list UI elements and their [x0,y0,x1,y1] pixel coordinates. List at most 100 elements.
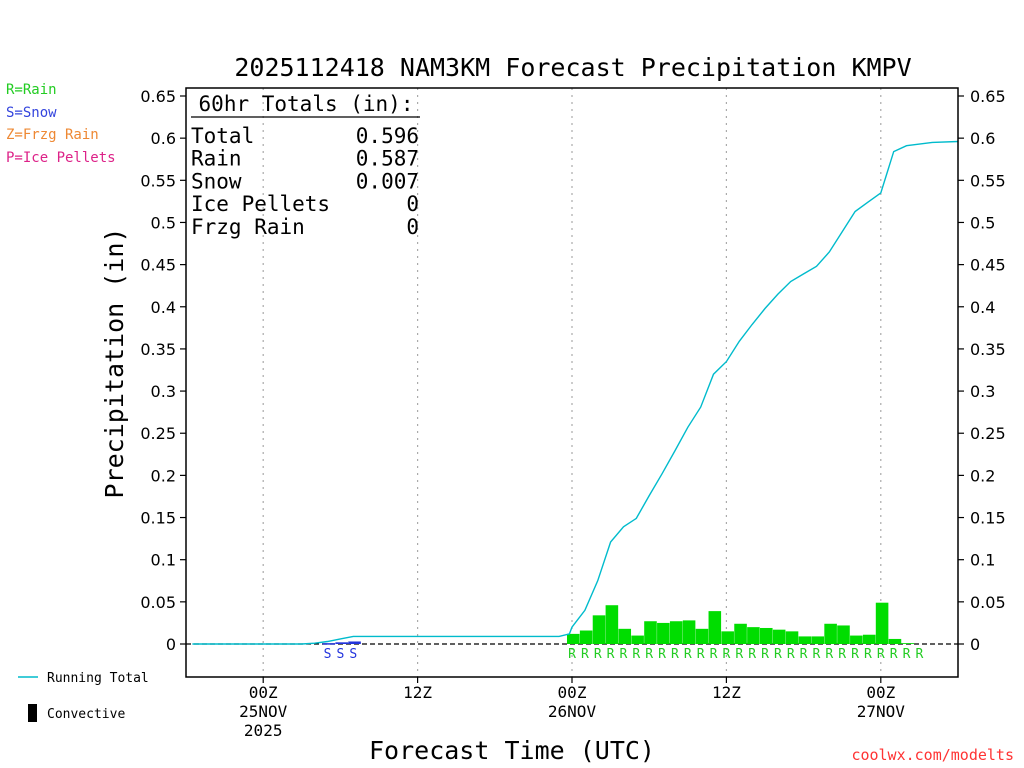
rain-marker: R [620,647,628,662]
rain-bar [772,629,786,644]
totals-label: Total [191,124,254,148]
snow-bar [322,643,336,645]
y-tick-label-right: 0.3 [970,382,995,401]
rain-marker: R [903,647,911,662]
rain-marker: R [838,647,846,662]
rain-bar [785,631,799,644]
rain-bar [669,621,683,644]
y-tick-label-right: 0.05 [970,593,1006,612]
y-tick-label-left: 0.05 [140,593,176,612]
rain-bar [721,631,734,644]
totals-value: 0.596 [356,124,419,148]
y-tick-label-right: 0.6 [970,129,995,148]
rain-marker: R [594,647,602,662]
rain-bar [631,635,644,644]
totals-value: 0 [406,215,419,239]
rain-marker: R [710,647,718,662]
rain-marker: R [632,647,640,662]
rain-bar [850,635,863,644]
y-tick-label-right: 0.4 [970,298,995,317]
series-legend: Running Total Convective [18,671,149,722]
totals-label: Snow [191,169,242,193]
rain-marker: R [645,647,653,662]
rain-bar [657,622,670,644]
y-tick-label-right: 0.5 [970,213,995,232]
rain-bar [592,615,606,644]
rain-bar [798,636,812,644]
x-tick-label: 25NOV [239,702,288,721]
y-tick-label-left: 0.25 [140,424,176,443]
y-tick-label-right: 0.25 [970,424,1006,443]
y-tick-label-left: 0.3 [151,382,176,401]
rain-marker: R [813,647,821,662]
y-tick-label-left: 0.65 [140,87,176,106]
rain-bar [824,623,837,644]
y-tick-label-left: 0 [166,635,176,654]
rain-marker: R [774,647,782,662]
y-tick-label-right: 0.35 [970,340,1006,359]
rain-bar [837,625,850,644]
rain-marker: R [915,647,923,662]
rain-marker: R [722,647,730,662]
rain-marker: R [568,647,576,662]
y-tick-label-right: 0.65 [970,87,1006,106]
totals-heading: 60hr Totals (in): [199,92,414,116]
y-tick-label-right: 0.1 [970,551,995,570]
y-tick-label-right: 0.45 [970,256,1006,275]
precip-type-legend-item: Z=Frzg Rain [6,127,99,143]
totals-label: Rain [191,147,242,171]
y-tick-label-right: 0.15 [970,509,1006,528]
totals-box: 60hr Totals (in): Total 0.596 Rain 0.587 Snow… [191,92,420,239]
totals-value: 0.007 [356,169,419,193]
rain-marker: R [607,647,615,662]
rain-bar [682,620,696,644]
rain-marker: R [800,647,808,662]
convective-legend-label: Convective [47,707,125,722]
rain-bar [618,628,632,644]
y-tick-label-left: 0.55 [140,171,176,190]
rain-bar [579,630,593,644]
rain-bar [644,621,657,644]
rain-bar [901,643,915,644]
y-tick-label-left: 0.5 [151,213,176,232]
rain-bar [747,627,760,644]
rain-marker: R [787,647,795,662]
gridlines [186,88,958,677]
totals-label: Frzg Rain [191,215,305,239]
y-tick-label-right: 0 [970,635,980,654]
rain-bar [734,623,747,644]
running-total-line [192,140,959,645]
chart-title: 2025112418 NAM3KM Forecast Precipitation… [234,53,911,82]
totals-label: Ice Pellets [191,192,330,216]
rain-bar [605,605,619,644]
totals-value: 0.587 [356,147,419,171]
y-tick-label-left: 0.6 [151,129,176,148]
totals-value: 0 [406,192,419,216]
rain-marker: R [890,647,898,662]
x-tick-label: 2025 [244,721,283,740]
precip-type-legend-item: S=Snow [6,104,57,121]
rain-marker: R [851,647,859,662]
rain-marker: R [735,647,743,662]
running-total-series [192,140,959,645]
rain-bar [862,634,876,644]
y-tick-label-left: 0.4 [151,298,176,317]
x-tick-label: 27NOV [857,702,906,721]
rain-marker: R [761,647,769,662]
x-tick-label: 12Z [712,683,741,702]
snow-bar [335,642,348,644]
x-tick-label: 00Z [249,683,278,702]
rain-marker: R [658,647,666,662]
y-tick-label-left: 0.15 [140,509,176,528]
rain-marker: R [864,647,872,662]
watermark: coolwx.com/modelts [851,746,1014,764]
y-tick-label-right: 0.2 [970,466,995,485]
y-tick-label-left: 0.2 [151,466,176,485]
y-tick-label-left: 0.1 [151,551,176,570]
y-tick-label-right: 0.55 [970,171,1006,190]
rain-marker: R [697,647,705,662]
x-tick-label: 12Z [403,683,432,702]
rain-bar [567,633,580,644]
